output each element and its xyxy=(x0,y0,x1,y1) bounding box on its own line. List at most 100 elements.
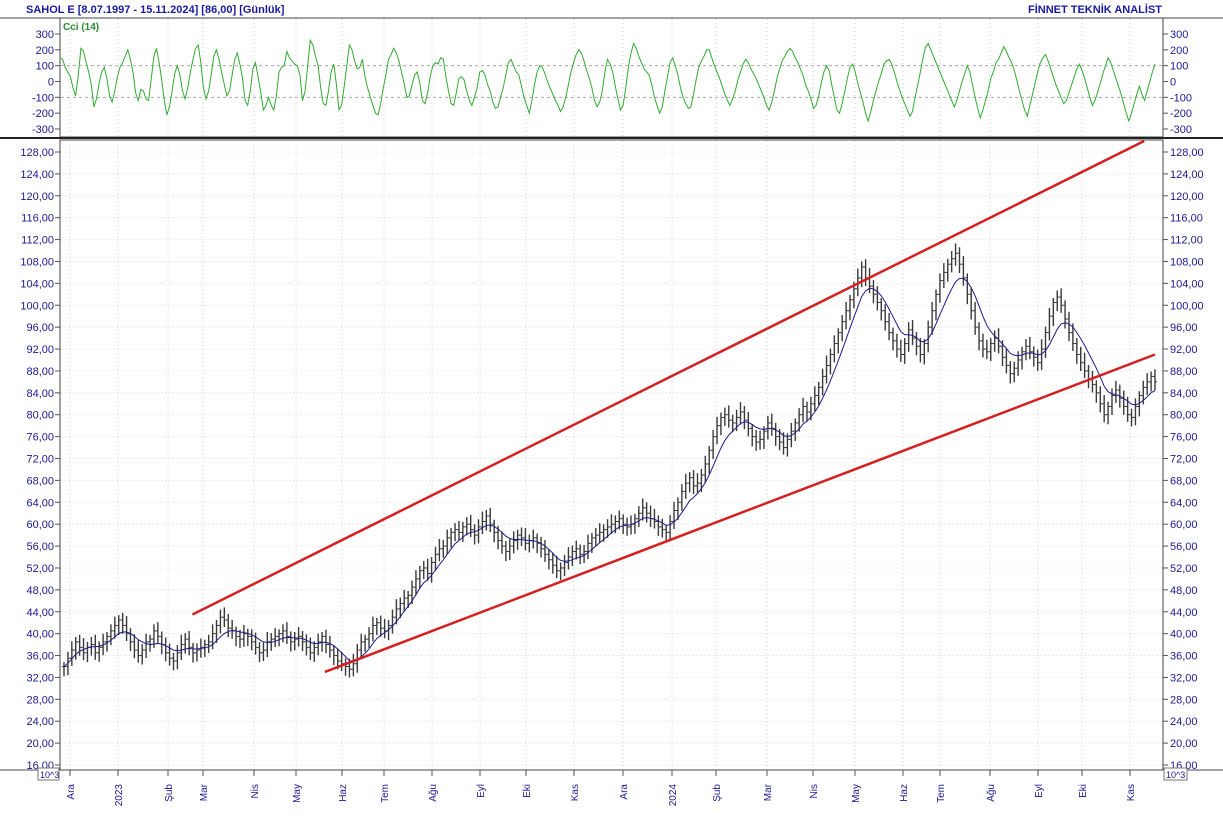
price-tick-label-left: 56,00 xyxy=(26,541,54,553)
moving-average-line xyxy=(63,277,1156,667)
grid xyxy=(61,19,1162,769)
price-tick-label-right: 108,00 xyxy=(1170,256,1204,268)
price-tick-label-left: 40,00 xyxy=(26,629,54,641)
cci-label: Cci (14) xyxy=(63,22,99,33)
price-tick-label-left: 72,00 xyxy=(26,454,54,466)
price-tick-label-right: 120,00 xyxy=(1170,191,1204,203)
price-tick-label-right: 40,00 xyxy=(1170,629,1198,641)
price-tick-label-left: 36,00 xyxy=(26,651,54,663)
trendlines xyxy=(191,139,1156,674)
price-tick-label-left: 52,00 xyxy=(26,563,54,575)
price-tick-label-left: 44,00 xyxy=(26,607,54,619)
price-tick-label-left: 108,00 xyxy=(20,256,54,268)
price-tick-label-right: 100,00 xyxy=(1170,300,1204,312)
price-tick-label-left: 76,00 xyxy=(26,432,54,444)
cci-tick-label-left: 200 xyxy=(36,45,54,57)
price-tick-label-right: 36,00 xyxy=(1170,651,1198,663)
price-tick-label-left: 116,00 xyxy=(21,213,54,225)
price-tick-label-right: 24,00 xyxy=(1170,716,1198,728)
price-tick-label-left: 20,00 xyxy=(26,738,54,750)
x-tick-label: Şub xyxy=(164,784,175,802)
cci-tick-label-right: 0 xyxy=(1170,77,1176,89)
x-tick-label: Kas xyxy=(1126,784,1137,801)
price-tick-label-right: 84,00 xyxy=(1170,388,1198,400)
cci-tick-label-right: -300 xyxy=(1170,124,1192,136)
x-tick-label: Haz xyxy=(899,784,910,802)
cci-tick-label-right: -100 xyxy=(1170,92,1192,104)
price-tick-label-right: 112,00 xyxy=(1170,235,1203,247)
cci-tick-label-left: -200 xyxy=(32,108,54,120)
trendline-lower xyxy=(324,353,1156,674)
x-tick-label: Nis xyxy=(809,784,820,798)
price-tick-label-right: 48,00 xyxy=(1170,585,1198,597)
price-tick-label-left: 32,00 xyxy=(26,672,54,684)
axes: Ara 2023 Şub Mar Nis May Haz Tem Ağu Eyl Eki Kas Ara… xyxy=(20,29,1203,806)
price-tick-label-left: 84,00 xyxy=(26,388,54,400)
x-tick-label: Ara xyxy=(619,784,630,800)
moving-average xyxy=(63,277,1156,667)
price-tick-label-right: 28,00 xyxy=(1170,694,1198,706)
x-tick-label: Eki xyxy=(522,784,533,798)
cci-tick-label-left: -300 xyxy=(32,124,54,136)
price-tick-label-right: 96,00 xyxy=(1170,322,1198,334)
price-tick-label-right: 44,00 xyxy=(1170,607,1198,619)
cci-indicator xyxy=(59,38,1162,123)
price-tick-label-left: 92,00 xyxy=(26,344,54,356)
price-tick-label-right: 124,00 xyxy=(1170,169,1204,181)
price-tick-label-left: 80,00 xyxy=(26,410,54,422)
x-tick-label: Mar xyxy=(199,783,210,801)
price-tick-label-right: 80,00 xyxy=(1170,410,1198,422)
x-tick-label: Mar xyxy=(763,783,774,801)
x-tick-label: Şub xyxy=(712,784,723,802)
cci-tick-label-left: -100 xyxy=(32,92,54,104)
price-tick-label-left: 28,00 xyxy=(26,694,54,706)
price-panel xyxy=(59,139,1164,771)
x-tick-label: 2024 xyxy=(668,784,679,807)
cci-line xyxy=(59,38,1156,123)
price-tick-label-right: 60,00 xyxy=(1170,519,1198,531)
x-tick-label: Tem xyxy=(380,784,391,803)
vendor-label: FİNNET TEKNİK ANALİST xyxy=(1028,3,1162,16)
price-tick-label-right: 128,00 xyxy=(1170,147,1204,159)
price-tick-label-right: 92,00 xyxy=(1170,344,1198,356)
x-tick-label: Ara xyxy=(66,784,77,800)
price-bars xyxy=(62,243,1157,678)
price-tick-label-left: 88,00 xyxy=(26,366,54,378)
trendline-upper xyxy=(191,139,1145,616)
price-tick-label-left: 104,00 xyxy=(20,278,54,290)
x-tick-label: Haz xyxy=(338,784,349,802)
unit-label-right: 10^3 xyxy=(1166,770,1185,780)
price-tick-label-right: 68,00 xyxy=(1170,475,1198,487)
price-tick-label-left: 48,00 xyxy=(26,585,54,597)
cci-tick-label-left: 0 xyxy=(48,77,54,89)
symbol-info: SAHOL E [8.07.1997 - 15.11.2024] [86,00]… xyxy=(26,4,285,16)
price-tick-label-right: 56,00 xyxy=(1170,541,1198,553)
cci-tick-label-right: -200 xyxy=(1170,108,1192,120)
price-tick-label-right: 20,00 xyxy=(1170,738,1198,750)
price-tick-label-right: 116,00 xyxy=(1170,213,1203,225)
cci-panel xyxy=(59,17,1164,138)
price-tick-label-left: 124,00 xyxy=(20,169,54,181)
price-tick-label-right: 52,00 xyxy=(1170,563,1198,575)
x-tick-label: May xyxy=(851,784,862,803)
price-tick-label-right: 32,00 xyxy=(1170,672,1198,684)
price-tick-label-right: 64,00 xyxy=(1170,497,1198,509)
x-tick-label: Eki xyxy=(1078,784,1089,798)
price-tick-label-left: 112,00 xyxy=(21,235,54,247)
cci-tick-label-right: 300 xyxy=(1170,29,1188,41)
price-tick-label-left: 100,00 xyxy=(20,300,54,312)
price-tick-label-right: 76,00 xyxy=(1170,432,1198,444)
x-tick-label: 2023 xyxy=(114,784,125,807)
price-tick-label-left: 68,00 xyxy=(26,475,54,487)
price-tick-label-left: 128,00 xyxy=(20,147,54,159)
cci-tick-label-right: 100 xyxy=(1170,61,1188,73)
x-tick-label: Kas xyxy=(570,784,581,801)
x-tick-label: Ağu xyxy=(986,784,997,802)
price-tick-label-right: 72,00 xyxy=(1170,454,1198,466)
x-tick-label: Eyl xyxy=(1034,784,1045,798)
x-tick-label: May xyxy=(292,784,303,803)
x-tick-label: Eyl xyxy=(476,784,487,798)
price-tick-label-left: 64,00 xyxy=(26,497,54,509)
